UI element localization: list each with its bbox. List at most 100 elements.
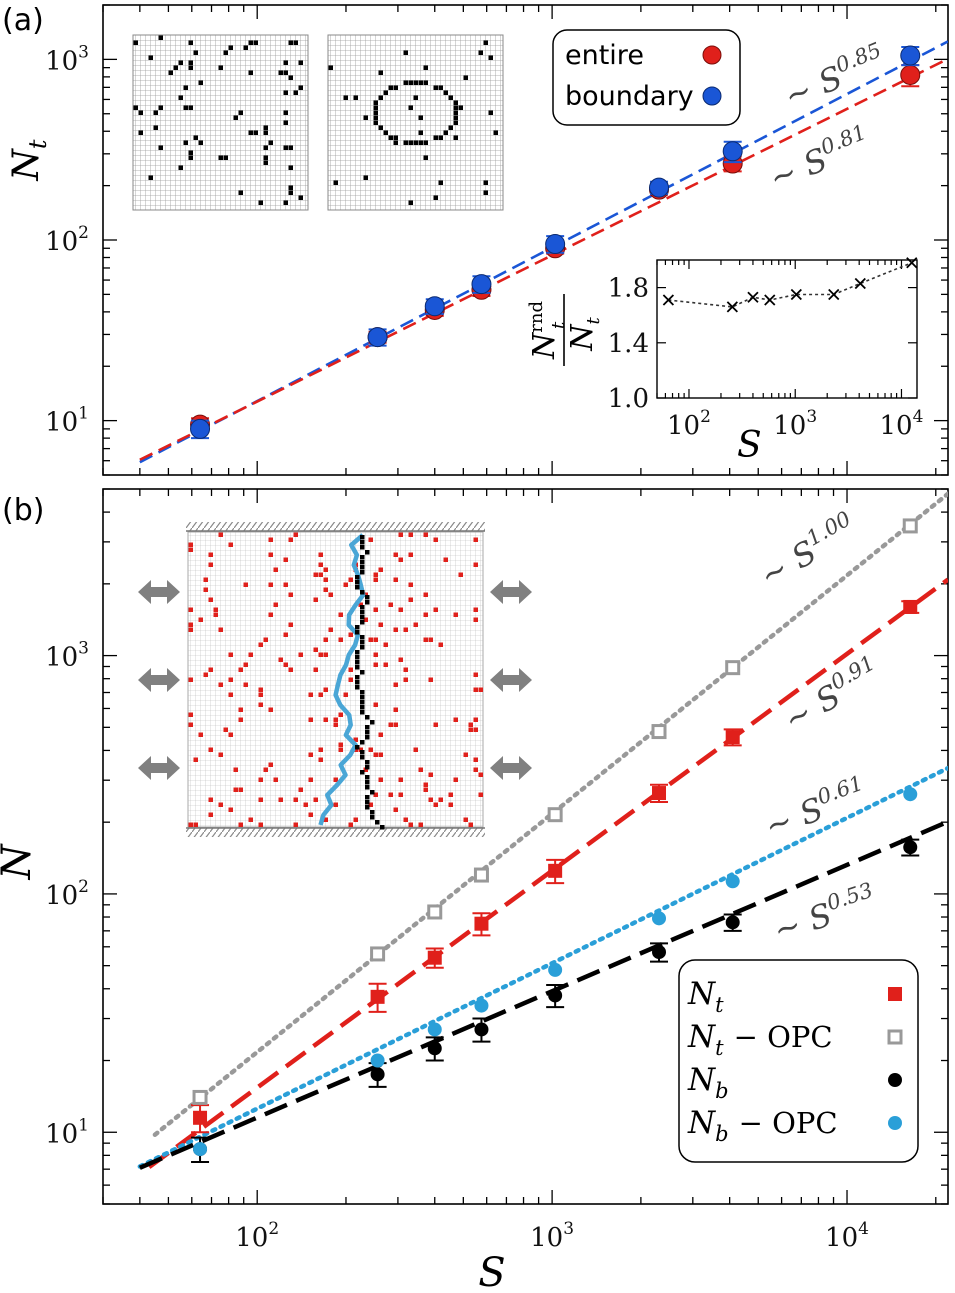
legend-boundary-label: boundary	[565, 81, 694, 112]
broken-bond	[228, 652, 233, 657]
broken-bond	[213, 607, 218, 612]
broken-bond	[423, 592, 428, 597]
broken-bond	[348, 677, 353, 682]
point-series0-7	[903, 599, 918, 614]
point-boundary-0	[190, 418, 211, 439]
broken-bond	[408, 532, 413, 537]
tension-arrow-2-0	[138, 756, 180, 780]
site-boundary-loop	[433, 135, 438, 140]
site-entire	[263, 130, 268, 135]
broken-bond	[238, 787, 243, 792]
site-boundary-loop	[413, 80, 418, 85]
site-boundary-loop	[423, 80, 428, 85]
y-tick-label-2-exp: 3	[78, 42, 89, 62]
site-entire	[283, 60, 288, 65]
broken-bond	[343, 582, 348, 587]
inset-y-den-sub: t	[583, 316, 604, 324]
broken-bond	[283, 582, 288, 587]
site-boundary-loop	[418, 80, 423, 85]
broken-bond	[348, 667, 353, 672]
site-boundary	[403, 50, 408, 55]
inset-x-tick-label-2: 104	[880, 407, 924, 441]
site-boundary	[343, 95, 348, 100]
crack-site	[355, 655, 360, 660]
y-tick-label-0: 101	[45, 404, 89, 438]
inset-y-tick-label-0: 1.8	[608, 274, 649, 304]
broken-bond	[268, 612, 273, 617]
site-entire	[298, 60, 303, 65]
x-tick-label-0: 102	[235, 1219, 279, 1253]
panel-a-fit-annotation-0.85: ∼ S0.85	[779, 38, 885, 116]
crack-site	[365, 805, 370, 810]
crack-site	[360, 690, 365, 695]
broken-bond	[473, 562, 478, 567]
broken-bond	[318, 552, 323, 557]
legend-row-1: Nt − OPC	[687, 1019, 833, 1060]
tension-arrow-0-1	[490, 580, 532, 604]
broken-bond	[258, 702, 263, 707]
broken-bond	[428, 637, 433, 642]
broken-bond	[308, 812, 313, 817]
site-entire	[188, 155, 193, 160]
broken-bond	[268, 537, 273, 542]
y-tick-label-0-base: 10	[45, 1119, 78, 1149]
crack-site	[355, 580, 360, 585]
broken-bond	[233, 787, 238, 792]
broken-bond	[188, 822, 193, 827]
broken-bond	[453, 777, 458, 782]
broken-bond	[218, 682, 223, 687]
site-entire	[188, 60, 193, 65]
site-entire	[188, 40, 193, 45]
point-series1-6	[725, 660, 741, 676]
inset-x-tick-label-0-exp: 2	[700, 407, 711, 427]
site-entire	[283, 200, 288, 205]
broken-bond	[188, 542, 193, 547]
site-boundary-loop	[373, 120, 378, 125]
broken-bond	[473, 617, 478, 622]
point-boundary-2	[424, 296, 445, 317]
broken-bond	[423, 787, 428, 792]
site-boundary	[408, 200, 413, 205]
point-entire-7	[900, 64, 921, 85]
crack-site	[360, 770, 365, 775]
point-series1-4	[547, 807, 563, 823]
site-boundary-loop	[373, 115, 378, 120]
crack-site	[365, 775, 370, 780]
broken-bond	[323, 717, 328, 722]
broken-bond	[373, 792, 378, 797]
broken-bond	[388, 722, 393, 727]
broken-bond	[188, 607, 193, 612]
y-tick-label-1: 102	[45, 223, 89, 257]
x-tick-label-2-base: 10	[825, 1223, 858, 1253]
panel-a-x-ticks	[102, 5, 937, 475]
site-entire	[178, 95, 183, 100]
site-entire	[183, 140, 188, 145]
broken-bond	[353, 747, 358, 752]
broken-bond	[473, 672, 478, 677]
inset-y-tick-label-1: 1.4	[608, 329, 649, 359]
panel-a-data-points	[190, 45, 921, 440]
site-boundary-loop	[448, 95, 453, 100]
legend-row-3-main: N	[687, 1105, 717, 1141]
broken-bond	[468, 727, 473, 732]
broken-bond	[393, 552, 398, 557]
broken-bond	[378, 732, 383, 737]
site-entire	[193, 135, 198, 140]
broken-bond	[433, 802, 438, 807]
broken-bond	[188, 722, 193, 727]
y-tick-label-0-exp: 1	[78, 404, 89, 424]
site-boundary	[483, 40, 488, 45]
site-entire	[248, 40, 253, 45]
crack-site	[360, 545, 365, 550]
broken-bond	[358, 602, 363, 607]
broken-bond	[233, 767, 238, 772]
broken-bond	[283, 632, 288, 637]
broken-bond	[293, 822, 298, 827]
site-boundary	[458, 105, 463, 110]
broken-bond	[373, 702, 378, 707]
broken-bond	[268, 582, 273, 587]
y-tick-label-2-exp: 3	[78, 639, 89, 659]
site-entire	[263, 125, 268, 130]
point-series3-4	[548, 962, 563, 977]
